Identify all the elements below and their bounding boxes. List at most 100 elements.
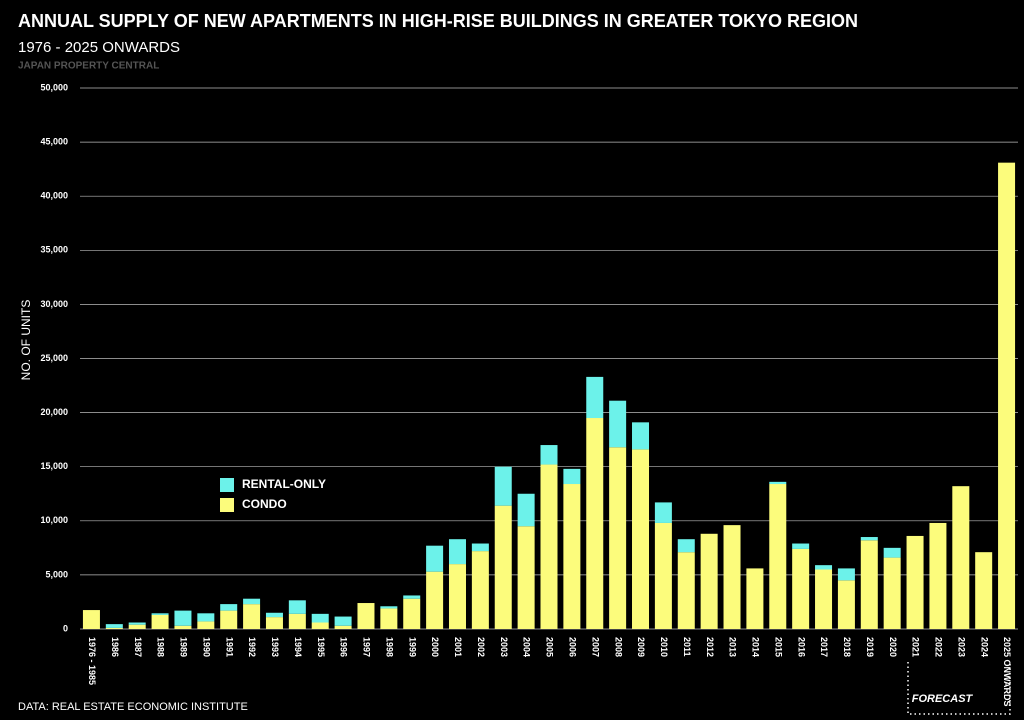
bar-segment [448, 539, 466, 565]
bar-segment [151, 613, 169, 615]
y-tick-label: 30,000 [40, 299, 68, 309]
bar-segment [494, 505, 512, 629]
x-tick-label: 1976 - 1985 [87, 637, 97, 685]
bar-segment [128, 622, 146, 625]
x-tick-label: 1986 [110, 637, 120, 657]
y-tick-label: 25,000 [40, 353, 68, 363]
x-tick-label: 2002 [476, 637, 486, 657]
x-tick-label: 2006 [568, 637, 578, 657]
x-tick-label: 2017 [819, 637, 829, 657]
bar-segment [929, 522, 947, 629]
bar-segment [403, 598, 421, 629]
bar-segment [174, 610, 192, 626]
bar-segment [517, 526, 535, 629]
bar-segment [723, 525, 741, 629]
bar-segment [357, 603, 375, 629]
forecast-label: FORECAST [912, 693, 974, 705]
bar-segment [220, 604, 238, 611]
x-tick-label: 2011 [682, 637, 692, 657]
bar-segment [975, 552, 993, 629]
x-tick-label: 1990 [201, 637, 211, 657]
x-tick-label: 1994 [293, 637, 303, 657]
bar-segment [563, 484, 581, 629]
bar-segment [82, 610, 100, 629]
x-tick-label: 1997 [362, 637, 372, 657]
bar-segment [471, 543, 489, 552]
bar-segment [517, 493, 535, 527]
x-tick-label: 2009 [636, 637, 646, 657]
bar-segment [586, 376, 604, 419]
x-tick-label: 1992 [247, 637, 257, 657]
bar-segment [837, 580, 855, 629]
bar-segment [837, 568, 855, 581]
bar-segment [654, 522, 672, 629]
x-tick-label: 2012 [705, 637, 715, 657]
x-tick-label: 2024 [979, 637, 989, 657]
x-tick-label: 1987 [133, 637, 143, 657]
y-tick-label: 5,000 [45, 569, 68, 579]
y-tick-label: 0 [63, 623, 68, 633]
x-tick-label: 2025 ONWARDS [1002, 637, 1012, 707]
bar-segment [265, 617, 283, 629]
legend-swatch [220, 478, 234, 492]
bar-segment [906, 535, 924, 629]
y-tick-label: 45,000 [40, 136, 68, 146]
bar-segment [815, 565, 833, 570]
bar-segment [265, 612, 283, 618]
bar-segment [677, 539, 695, 553]
x-tick-label: 2018 [842, 637, 852, 657]
x-tick-label: 2020 [888, 637, 898, 657]
bar-segment [746, 568, 764, 629]
chart-title: ANNUAL SUPPLY OF NEW APARTMENTS IN HIGH-… [18, 11, 858, 31]
x-tick-label: 1991 [224, 637, 234, 657]
bar-segment [128, 624, 146, 629]
bar-segment [769, 481, 787, 485]
x-tick-label: 1993 [270, 637, 280, 657]
x-tick-label: 2007 [590, 637, 600, 657]
bar-segment [334, 625, 352, 629]
x-tick-label: 1996 [339, 637, 349, 657]
x-tick-label: 2019 [865, 637, 875, 657]
bar-segment [311, 622, 329, 629]
bar-segment [632, 422, 650, 450]
legend-swatch [220, 498, 234, 512]
x-tick-label: 1998 [384, 637, 394, 657]
x-tick-label: 2010 [659, 637, 669, 657]
bar-segment [334, 616, 352, 626]
y-tick-label: 20,000 [40, 407, 68, 417]
forecast-bracket [907, 662, 1011, 715]
bar-segment [952, 486, 970, 629]
bar-segment [448, 564, 466, 629]
bar-segment [815, 569, 833, 629]
legend-label: RENTAL-ONLY [242, 477, 326, 491]
x-tick-label: 1988 [156, 637, 166, 657]
bar-segment [151, 614, 169, 629]
bar-segment [426, 545, 444, 572]
bar-segment [105, 627, 123, 629]
bar-segment [792, 543, 810, 549]
footer: DATA: REAL ESTATE ECONOMIC INSTITUTE [18, 701, 248, 713]
bar-segment [105, 624, 123, 628]
x-tick-label: 2015 [773, 637, 783, 657]
bar-segment [563, 468, 581, 485]
bar-segment [883, 547, 901, 558]
x-tick-label: 2004 [522, 637, 532, 657]
x-tick-label: 2021 [911, 637, 921, 657]
bar-segment [792, 548, 810, 629]
bar-segment [220, 610, 238, 629]
y-tick-label: 10,000 [40, 515, 68, 525]
bar-segment [426, 571, 444, 629]
bar-segment [311, 613, 329, 623]
bar-segment [632, 449, 650, 629]
y-axis-label: NO. OF UNITS [19, 300, 33, 381]
bar-segment [288, 613, 306, 629]
bar-segment [883, 557, 901, 629]
x-tick-label: 1999 [407, 637, 417, 657]
bar-segment [540, 464, 558, 629]
bar-segment [609, 400, 627, 448]
y-tick-label: 15,000 [40, 461, 68, 471]
chart-subtitle: 1976 - 2025 ONWARDS [18, 39, 180, 56]
x-tick-label: 2022 [934, 637, 944, 657]
bar-segment [243, 604, 261, 629]
